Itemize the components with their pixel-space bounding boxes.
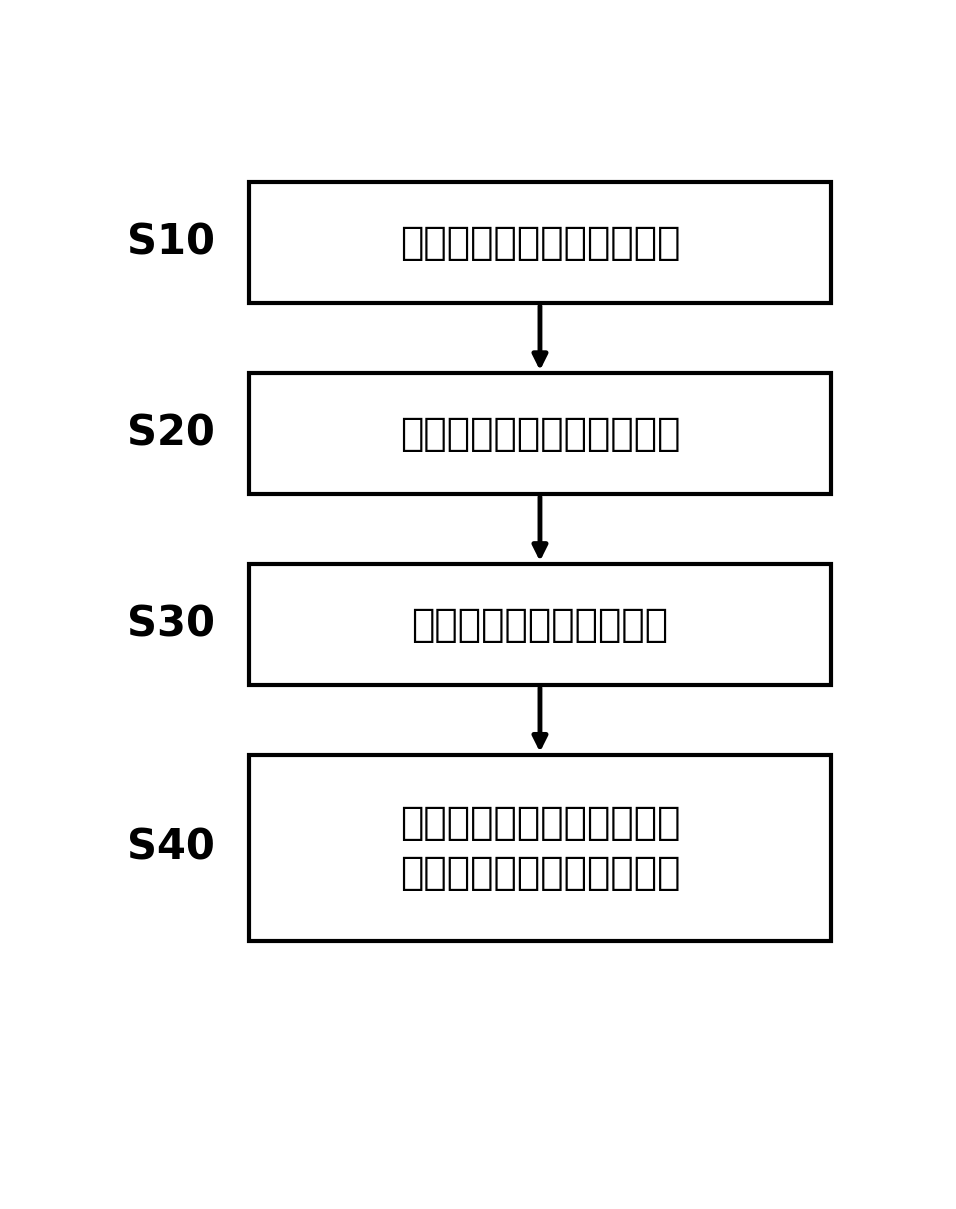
- Text: 配置光交换设备的以太网口: 配置光交换设备的以太网口: [400, 415, 681, 452]
- Bar: [250, 374, 831, 494]
- Text: S40: S40: [127, 827, 215, 869]
- Bar: [250, 754, 831, 941]
- Text: S20: S20: [127, 412, 215, 455]
- Bar: [250, 183, 831, 303]
- Text: S30: S30: [127, 603, 215, 646]
- Text: S10: S10: [127, 221, 215, 264]
- Text: 用以太网口和网线为光交换
设备供电和控制光交换设备: 用以太网口和网线为光交换 设备供电和控制光交换设备: [400, 804, 681, 892]
- Text: 自定义双线通信控制方式: 自定义双线通信控制方式: [411, 606, 668, 643]
- Text: 将光交换设备连接到主设备: 将光交换设备连接到主设备: [400, 224, 681, 262]
- Bar: [250, 563, 831, 686]
